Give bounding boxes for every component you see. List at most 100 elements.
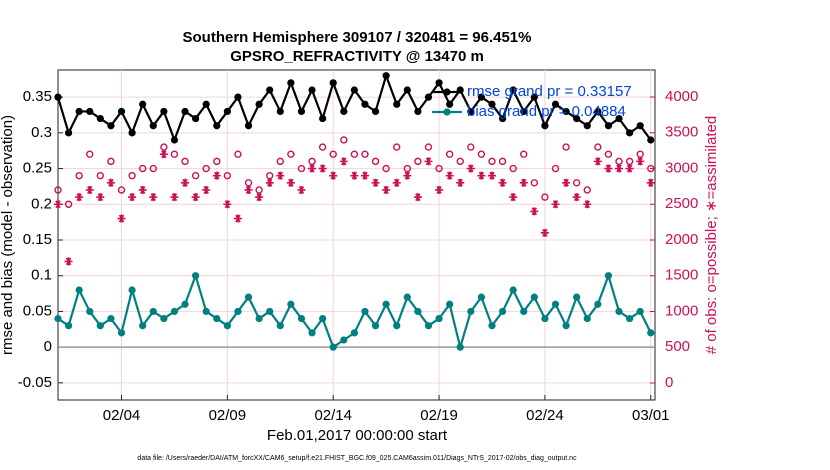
chart-title: Southern Hemisphere 309107 / 320481 = 96… <box>183 29 532 46</box>
point <box>202 100 210 108</box>
point <box>244 185 253 194</box>
point <box>604 150 613 158</box>
point <box>562 107 570 116</box>
point <box>382 300 390 308</box>
point <box>509 86 517 94</box>
point <box>361 150 369 158</box>
point <box>361 307 369 316</box>
legend-swatch <box>443 88 451 96</box>
point <box>64 257 73 266</box>
point <box>594 143 602 151</box>
point <box>276 171 285 180</box>
point <box>117 107 126 116</box>
point <box>604 272 613 280</box>
point <box>604 122 613 130</box>
point <box>541 122 549 130</box>
point <box>170 193 179 202</box>
point <box>213 314 221 323</box>
y-tick-label: 0.05 <box>23 302 52 319</box>
point <box>117 186 126 194</box>
point <box>625 157 634 166</box>
point <box>583 200 592 209</box>
point <box>636 150 644 158</box>
point <box>583 314 591 323</box>
point <box>329 343 337 351</box>
point <box>128 129 136 137</box>
point <box>530 93 538 101</box>
point <box>414 157 422 166</box>
point <box>435 185 444 194</box>
y2-tick-label: 2500 <box>665 195 698 212</box>
point <box>191 193 200 202</box>
point <box>170 150 179 158</box>
point <box>456 343 464 351</box>
point <box>128 171 136 180</box>
point <box>128 193 137 202</box>
point <box>181 107 189 116</box>
point <box>192 272 200 280</box>
point <box>234 150 242 158</box>
footnote: data file: /Users/raeder/DAI/ATM_forcXX/… <box>137 455 577 462</box>
point <box>456 178 465 187</box>
point <box>340 336 348 344</box>
legend-label: rmse grand pr = 0.33157 <box>467 83 632 100</box>
point <box>213 122 221 130</box>
point <box>361 100 369 108</box>
point <box>371 322 380 330</box>
y2-tick-label: 4000 <box>665 88 698 105</box>
point <box>371 157 380 166</box>
point <box>520 150 528 158</box>
x-tick-label: 02/04 <box>103 407 141 424</box>
y2-tick-label: 3000 <box>665 159 698 176</box>
point <box>75 107 83 116</box>
point <box>562 178 571 187</box>
point <box>636 307 644 316</box>
point <box>223 171 232 180</box>
point <box>636 122 644 130</box>
point <box>456 157 464 166</box>
point <box>509 164 517 173</box>
point <box>541 193 549 201</box>
point <box>149 164 157 173</box>
point <box>445 171 454 180</box>
point <box>297 164 306 173</box>
point <box>424 143 433 151</box>
point <box>223 107 231 116</box>
point <box>646 178 655 187</box>
point <box>467 307 475 316</box>
y2-tick-label: 1500 <box>665 267 698 284</box>
point <box>287 79 295 87</box>
point <box>572 179 581 187</box>
point <box>615 157 623 166</box>
point <box>160 143 168 151</box>
y-tick-label: 0.1 <box>31 267 52 284</box>
point <box>117 329 126 337</box>
point <box>498 307 507 316</box>
point <box>244 122 253 130</box>
point <box>297 185 306 194</box>
point <box>308 86 316 94</box>
point <box>96 114 104 123</box>
legend-label: bias grand pr = 0.04884 <box>467 103 626 120</box>
point <box>498 114 507 123</box>
point <box>625 164 634 173</box>
point <box>54 314 62 323</box>
point <box>392 178 401 187</box>
point <box>86 307 94 316</box>
point <box>223 322 231 330</box>
point <box>615 114 623 123</box>
point <box>128 286 136 294</box>
x-tick-label: 02/09 <box>209 407 247 424</box>
point <box>308 157 316 166</box>
point <box>350 86 358 94</box>
point <box>318 143 327 151</box>
point <box>138 164 147 173</box>
point <box>573 114 581 123</box>
point <box>276 322 284 330</box>
point <box>350 171 359 180</box>
point <box>530 293 538 301</box>
point <box>234 307 242 316</box>
x-tick-label: 02/24 <box>526 407 564 424</box>
point <box>466 164 475 173</box>
